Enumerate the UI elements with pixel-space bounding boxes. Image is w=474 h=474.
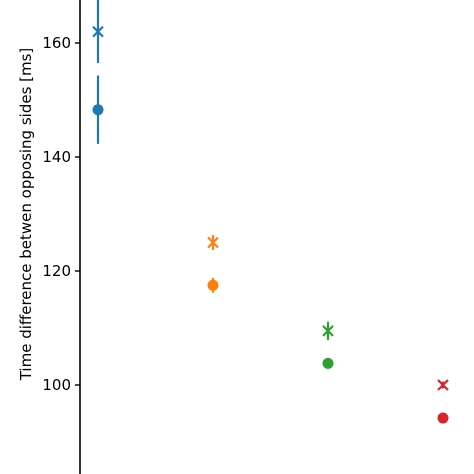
y-axis-ticks: 100 120 140 160 bbox=[42, 34, 80, 394]
data-point-circle bbox=[322, 357, 334, 369]
data-point-x-stroke bbox=[92, 25, 104, 38]
data-point-x bbox=[92, 25, 104, 38]
plot-area bbox=[92, 0, 449, 424]
data-point-x-stroke bbox=[322, 325, 334, 337]
y-axis-label: Time difference betwen opposing sides [m… bbox=[17, 48, 35, 382]
data-point-circle bbox=[437, 412, 449, 424]
data-point-circle bbox=[92, 104, 104, 116]
data-point-circle bbox=[207, 279, 219, 291]
y-tick-label: 140 bbox=[42, 148, 71, 166]
data-point-x bbox=[207, 236, 219, 249]
data-point-x bbox=[437, 379, 449, 391]
y-tick-label: 160 bbox=[42, 34, 71, 52]
data-point-x-stroke bbox=[437, 379, 449, 391]
data-point-x bbox=[322, 325, 334, 337]
data-point-x-stroke bbox=[207, 236, 219, 249]
y-tick-label: 120 bbox=[42, 262, 71, 280]
y-tick-label: 100 bbox=[42, 376, 71, 394]
